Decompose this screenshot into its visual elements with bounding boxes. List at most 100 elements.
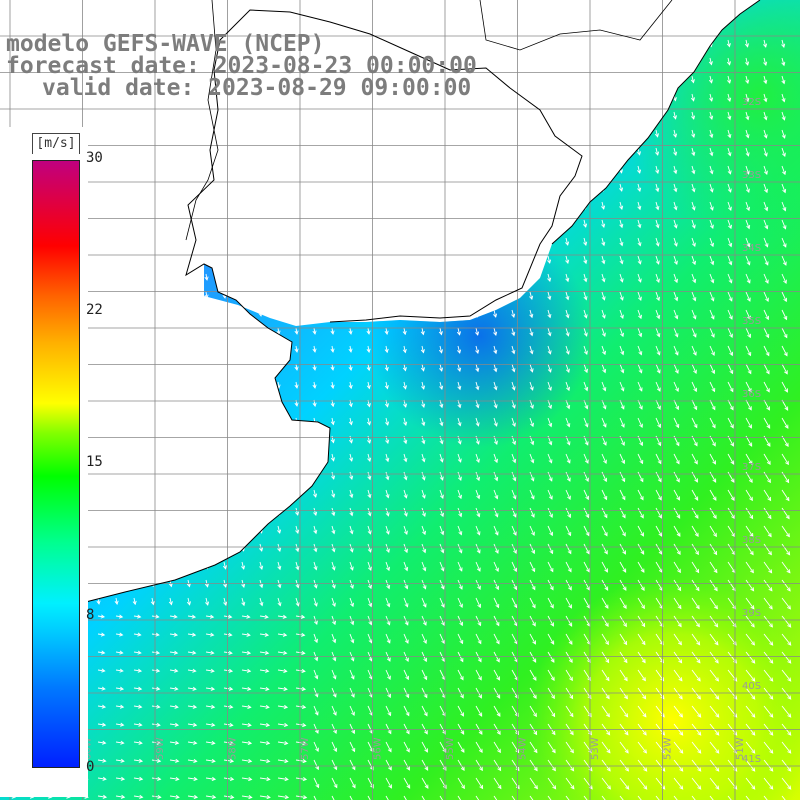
wind-arrow [709,147,714,157]
border-line [185,0,673,241]
wind-arrow [673,759,684,772]
wind-arrow [187,650,197,655]
wind-arrow [781,93,786,103]
wind-arrow [691,291,697,302]
wind-arrow [241,650,252,655]
wind-arrow [601,507,608,519]
wind-arrow [781,687,792,700]
wind-arrow [114,309,119,317]
wind-arrow [600,165,605,174]
wind-arrow [114,255,119,263]
wind-arrow [259,614,269,619]
wind-arrow [619,201,624,211]
wind-arrow [366,363,371,372]
wind-arrow [583,561,590,573]
wind-arrow [114,489,119,497]
wind-arrow [601,669,610,682]
wind-arrow [223,650,233,655]
wind-arrow [222,345,227,353]
wind-arrow [745,219,751,230]
wind-arrow [456,147,461,155]
wind-arrow [420,309,425,318]
wind-arrow [295,704,307,710]
wind-arrow [204,381,209,389]
wind-arrow [205,597,210,606]
wind-arrow [655,219,660,229]
wind-arrow [421,795,429,800]
wind-arrow [745,453,753,465]
wind-arrow [763,579,773,592]
wind-arrow [564,129,569,137]
longitude-label: 54W [518,737,529,760]
wind-arrow [132,309,137,317]
wind-arrow [421,507,426,518]
wind-arrow [96,219,101,227]
wind-arrow [366,165,371,173]
wind-arrow [727,291,733,302]
wind-arrow [205,794,217,800]
wind-arrow [133,776,144,781]
wind-arrow [258,345,263,353]
wind-arrow [96,507,101,515]
wind-arrow [493,363,498,373]
wind-arrow [529,759,538,772]
wind-arrow [366,237,371,245]
wind-arrow [546,147,551,155]
wind-arrow [691,525,699,538]
wind-arrow [439,543,445,554]
wind-arrow [709,183,714,193]
wind-arrow [582,147,587,156]
wind-arrow [600,75,605,83]
wind-arrow [691,795,702,800]
wind-arrow [727,255,733,266]
longitude-label: 55W [445,737,456,760]
wind-arrow [222,201,227,209]
wind-arrow [456,219,461,227]
wind-arrow [457,453,462,463]
wind-arrow [96,183,101,191]
wind-arrow [511,795,520,800]
latitude-label: 38S [742,535,761,546]
wind-arrow [745,687,756,700]
wind-arrow [564,57,569,65]
wind-arrow [511,507,517,518]
wind-arrow [114,237,119,245]
wind-arrow [673,129,678,138]
wind-arrow [510,111,515,119]
wind-arrow [601,309,606,319]
wind-arrow [420,129,425,137]
wind-arrow [277,668,288,673]
wind-arrow [673,417,680,429]
wind-arrow [204,255,209,263]
wind-arrow [114,345,119,353]
wind-arrow [510,57,515,65]
wind-arrow [637,255,642,265]
wind-arrow [402,363,407,372]
wind-arrow [546,183,551,192]
wind-arrow [583,507,590,519]
wind-arrow [187,794,199,800]
wind-arrow [493,543,499,554]
wind-arrow [204,327,209,335]
wind-arrow [348,219,353,227]
wind-arrow [781,777,792,790]
wind-arrow [150,345,155,353]
wind-arrow [294,381,299,389]
wind-arrow [204,525,209,534]
latitude-labels: 32S 33S 34S 35S 36S 37S 38S 39S 40S 41S [742,97,761,765]
wind-arrow [331,741,338,753]
wind-arrow [330,201,335,209]
wind-arrow [384,183,389,191]
wind-arrow [421,669,428,681]
wind-arrow [654,39,659,47]
wind-arrow [637,561,645,573]
wind-arrow [601,615,609,628]
wind-arrow [259,704,270,709]
wind-arrow [402,273,407,281]
wind-arrow [727,237,733,248]
wind-arrow [168,597,173,606]
wind-arrow [565,489,571,501]
valid-date: valid date: 2023-08-29 09:00:00 [42,75,472,101]
wind-arrow [439,615,445,627]
wind-arrow [547,705,556,718]
